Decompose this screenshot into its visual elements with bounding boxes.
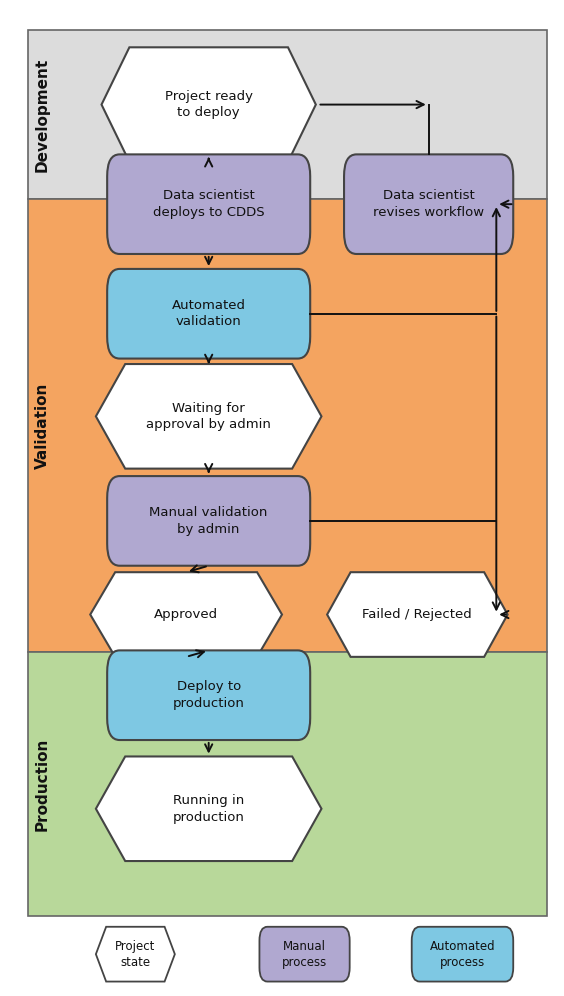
Polygon shape <box>96 926 175 982</box>
Text: Production: Production <box>35 738 50 831</box>
Text: Automated
validation: Automated validation <box>171 299 246 329</box>
Text: Validation: Validation <box>35 382 50 469</box>
Text: Data scientist
deploys to CDDS: Data scientist deploys to CDDS <box>153 189 265 219</box>
FancyBboxPatch shape <box>107 154 310 254</box>
Polygon shape <box>90 572 282 657</box>
Text: Data scientist
revises workflow: Data scientist revises workflow <box>373 189 484 219</box>
Text: Automated
process: Automated process <box>430 939 495 969</box>
Text: Running in
production: Running in production <box>173 794 245 824</box>
Text: Failed / Rejected: Failed / Rejected <box>363 608 472 622</box>
Text: Manual validation
by admin: Manual validation by admin <box>149 506 268 536</box>
Text: Project
state: Project state <box>115 939 156 969</box>
FancyBboxPatch shape <box>107 269 310 359</box>
Polygon shape <box>327 572 508 657</box>
Polygon shape <box>96 365 321 469</box>
Polygon shape <box>102 47 316 161</box>
Text: Approved: Approved <box>154 608 218 622</box>
Text: Project ready
to deploy: Project ready to deploy <box>165 90 253 120</box>
Text: Deploy to
production: Deploy to production <box>173 680 245 710</box>
FancyBboxPatch shape <box>412 926 513 982</box>
Bar <box>28 199 547 652</box>
Polygon shape <box>96 757 321 861</box>
Bar <box>28 30 547 199</box>
Text: Development: Development <box>35 58 50 171</box>
Text: Manual
process: Manual process <box>282 939 327 969</box>
FancyBboxPatch shape <box>259 926 350 982</box>
Bar <box>28 652 547 916</box>
FancyBboxPatch shape <box>107 476 310 566</box>
FancyBboxPatch shape <box>107 650 310 740</box>
Text: Waiting for
approval by admin: Waiting for approval by admin <box>146 401 271 431</box>
FancyBboxPatch shape <box>344 154 513 254</box>
